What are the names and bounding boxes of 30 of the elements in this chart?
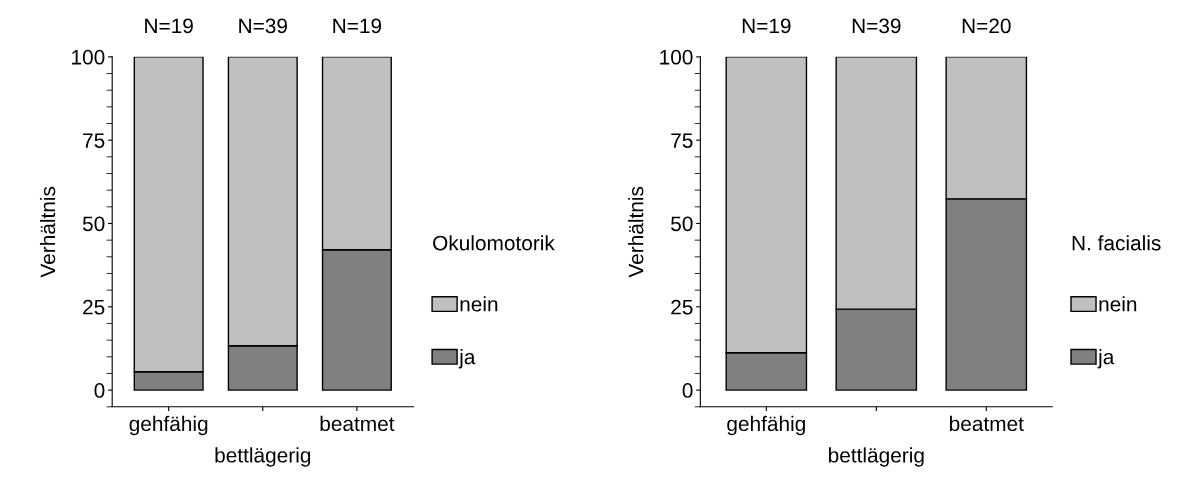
y-axis-title: Verhältnis	[39, 186, 56, 278]
annotation: N=19	[145, 18, 193, 34]
y-tick-label: 75	[83, 133, 105, 148]
y-tick-label: 75	[671, 133, 693, 148]
y-tick-label: 0	[94, 383, 105, 398]
legend-label: nein	[460, 296, 498, 312]
y-tick-label: 50	[82, 216, 105, 232]
x-tick-label: gehfähig	[727, 415, 805, 436]
y-axis-title: Verhältnis	[628, 186, 644, 278]
y-tick-label: 25	[83, 299, 105, 315]
x-tick-label: beatmet	[320, 415, 395, 432]
x-tick-label: bettlägerig	[829, 447, 924, 467]
y-tick-label: 25	[671, 299, 693, 315]
annotation: N=20	[962, 18, 1011, 34]
annotation: N=39	[239, 18, 287, 34]
legend-title: N. facialis	[1072, 235, 1161, 251]
x-tick-label: gehfähig	[129, 415, 208, 436]
x-tick-label: beatmet	[949, 415, 1024, 432]
x-tick-label: bettlägerig	[215, 447, 311, 467]
legend-label: ja	[1097, 349, 1115, 369]
y-tick-label: 0	[682, 383, 693, 398]
legend-label: nein	[1099, 296, 1137, 312]
legend-label: ja	[458, 349, 476, 369]
annotation: N=19	[333, 18, 382, 34]
legend-title: Okulomotorik	[433, 235, 555, 251]
y-tick-label: 100	[660, 49, 693, 65]
annotation: N=19	[742, 18, 791, 34]
y-tick-label: 50	[671, 216, 693, 232]
annotation: N=39	[852, 18, 901, 34]
y-tick-label: 100	[72, 49, 105, 65]
